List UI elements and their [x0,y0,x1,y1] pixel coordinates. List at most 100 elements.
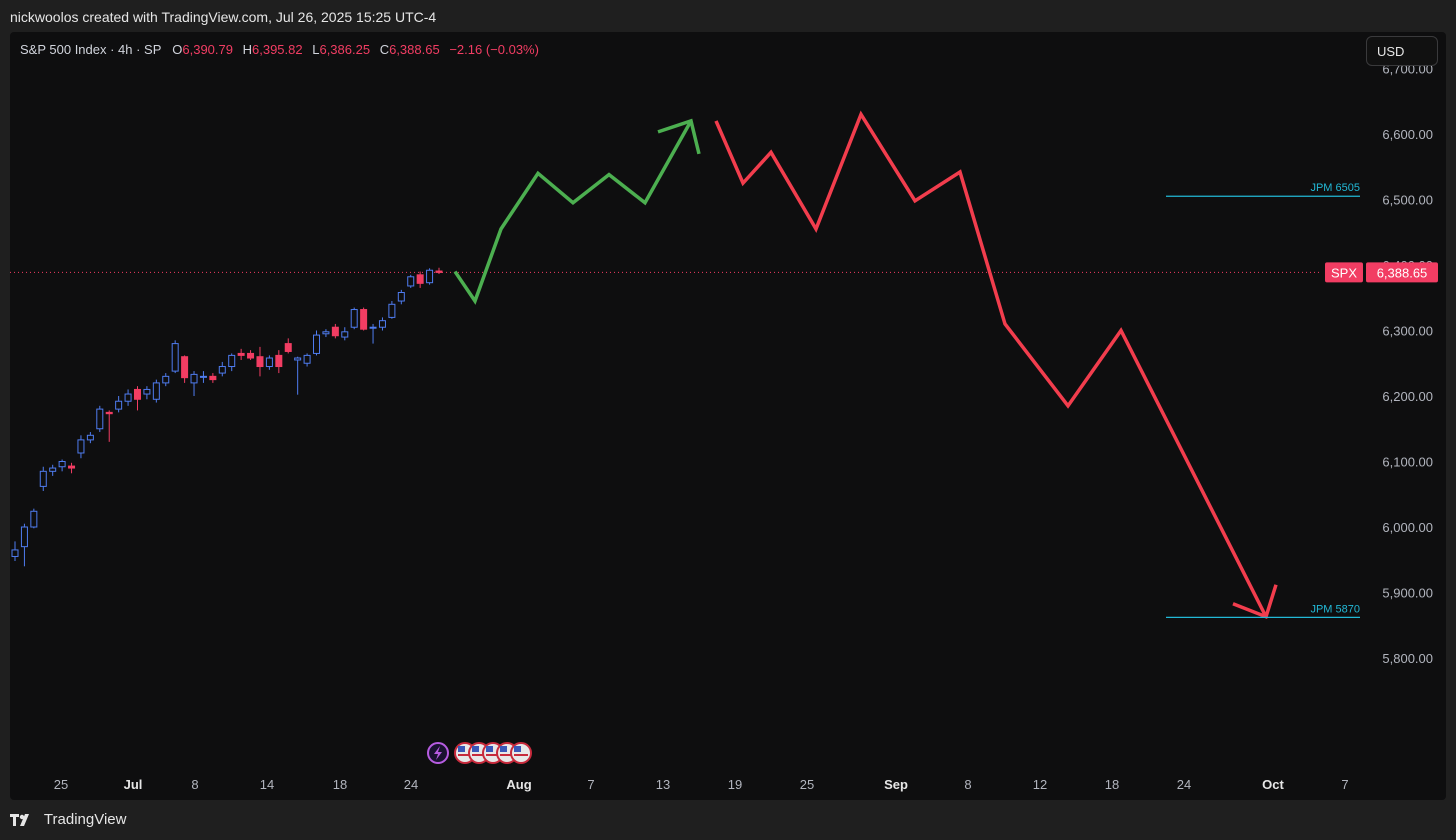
candle-body [133,388,141,400]
candle-body [49,467,57,472]
candle-body [294,357,302,361]
target-line-label: JPM 5870 [1310,603,1360,615]
close-value: 6,388.65 [389,42,440,57]
candle-body [20,526,28,548]
open-label: O [172,42,183,57]
price-tag-value: 6,388.65 [1377,265,1428,280]
candle-body [105,411,113,415]
candle-body [86,434,94,441]
y-tick-label: 6,300.00 [1382,324,1433,339]
ohlc-legend: S&P 500 Index · 4h · SP O6,390.79 H6,395… [20,42,545,57]
us-flag-canton-icon [514,746,521,752]
footer-brand: TradingView [10,804,126,836]
us-flag-canton-icon [486,746,493,752]
green-arrow-head [657,118,701,155]
candle-body [96,408,104,430]
red-arrow-head [1232,584,1278,620]
candle-body [218,366,226,374]
y-tick-label: 5,800.00 [1382,651,1433,666]
candle-body [256,356,264,368]
candle-body [143,388,151,395]
price-tag-value-bg [1366,262,1438,283]
y-tick-label: 5,900.00 [1382,586,1433,601]
chart-frame[interactable]: 5,800.00 5,900.00 6,000.00 6,100.00 6,200.00… [10,32,1446,800]
candle-body [30,510,38,528]
candle-body [190,373,198,384]
candle-body [152,382,160,400]
x-tick-label: 7 [587,777,594,792]
candle-body [77,439,85,454]
candle-body [388,303,396,318]
y-tick-label: 6,200.00 [1382,389,1433,404]
x-tick-label: 12 [1033,777,1047,792]
candle-body [11,549,19,557]
x-tick-label: Sep [884,777,908,792]
y-tick-label: 6,000.00 [1382,520,1433,535]
currency-button[interactable]: USD [1366,36,1438,66]
candle-body [68,465,76,469]
candle-body [322,331,330,335]
open-value: 6,390.79 [182,42,233,57]
candle-body [407,276,415,287]
candle-body [369,326,377,329]
close-label: C [379,42,390,57]
top-bar: nickwoolos created with TradingView.com,… [0,0,1456,32]
price-chart[interactable]: 5,800.00 5,900.00 6,000.00 6,100.00 6,200.00… [10,32,1446,800]
lightning-bolt-icon [434,746,442,760]
candle-body [397,292,405,302]
candle-body [378,320,386,328]
candle-body [313,334,321,354]
candle-body [199,375,207,378]
candle-body [435,270,443,273]
x-tick-label: 18 [1105,777,1119,792]
candle-body [360,309,368,330]
candle-body [228,354,236,368]
chart-credit: nickwoolos created with TradingView.com,… [10,9,437,25]
candle-body [416,274,424,284]
candle-body [58,461,66,468]
x-tick-label: 24 [404,777,418,792]
x-tick-label: 25 [800,777,814,792]
x-tick-label: 19 [728,777,742,792]
candle-body [115,400,123,410]
candle-body [247,352,255,359]
price-tag-symbol-bg [1325,262,1363,283]
candle-body [426,269,434,284]
candle-body [341,331,349,338]
x-tick-label: 8 [964,777,971,792]
low-label: L [312,42,320,57]
candle-body [350,309,358,328]
y-tick-label: 6,100.00 [1382,455,1433,470]
high-label: H [242,42,252,57]
candle-body [331,326,339,337]
y-tick-label: 6,600.00 [1382,127,1433,142]
us-flag-canton-icon [500,746,507,752]
x-tick-label: Jul [124,777,143,792]
symbol-title: S&P 500 Index · 4h · SP [20,42,162,57]
x-tick-label: 7 [1341,777,1348,792]
candle-body [209,375,217,381]
candle-body [162,375,170,384]
x-tick-label: 18 [333,777,347,792]
candle-body [303,354,311,364]
x-tick-label: 13 [656,777,670,792]
candle-body [171,343,179,372]
change-value: −2.16 (−0.03%) [449,42,539,57]
x-tick-label: Aug [506,777,531,792]
candle-body [284,343,292,352]
us-flag-canton-icon [472,746,479,752]
candle-body [39,470,47,487]
target-line-label: JPM 6505 [1310,182,1360,194]
us-flag-canton-icon [458,746,465,752]
x-tick-label: 8 [191,777,198,792]
candle-body [237,352,245,356]
green-projection-line [453,120,693,305]
x-tick-label: 14 [260,777,274,792]
low-value: 6,386.25 [319,42,371,57]
candle-body [181,356,189,379]
candle-body [124,393,132,402]
footer-brand-label: TradingView [43,811,127,828]
candle-body [275,354,283,368]
x-tick-label: 24 [1177,777,1191,792]
high-value: 6,395.82 [252,42,303,57]
